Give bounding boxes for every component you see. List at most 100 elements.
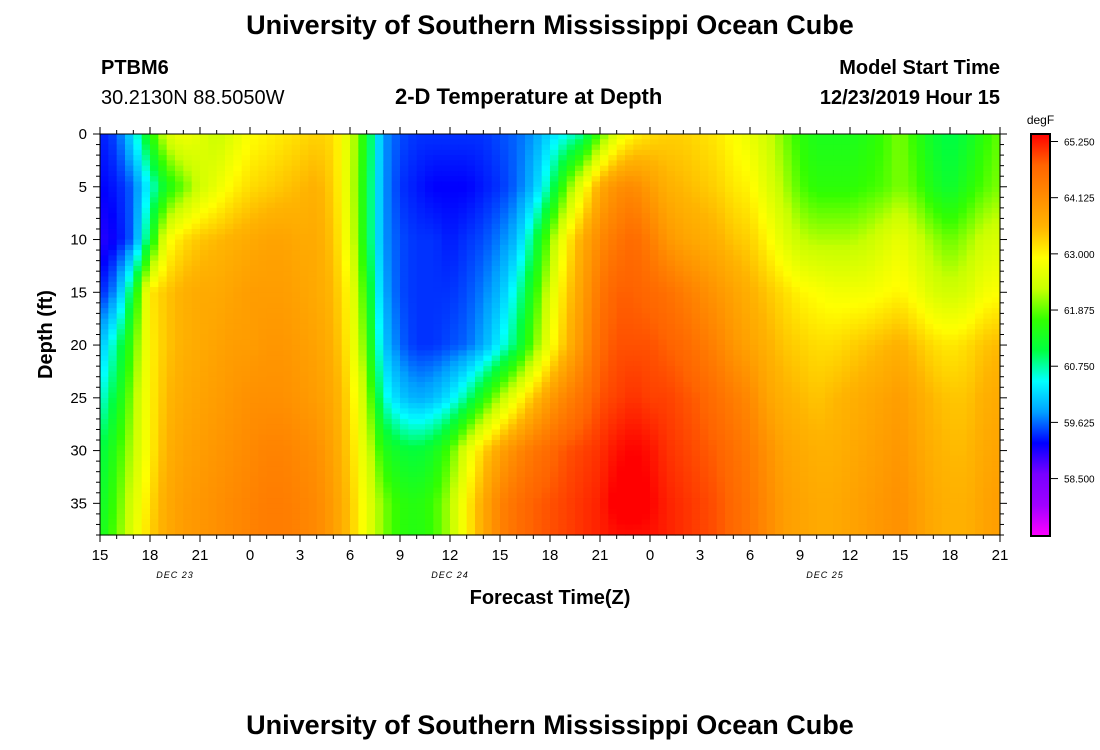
heatmap-cell (200, 260, 209, 267)
heatmap-cell (600, 134, 609, 140)
heatmap-cell (783, 339, 793, 346)
heatmap-cell (950, 260, 959, 267)
heatmap-cell (991, 202, 1001, 209)
heatmap-cell (225, 334, 234, 341)
heatmap-cell (941, 144, 951, 151)
heatmap-cell (825, 176, 834, 183)
heatmap-cell (566, 202, 576, 209)
heatmap-cell (175, 265, 184, 272)
heatmap-cell (525, 292, 534, 299)
heatmap-cell (416, 371, 426, 378)
heatmap-cell (641, 292, 651, 299)
heatmap-cell (516, 366, 526, 373)
heatmap-cell (525, 239, 534, 246)
heatmap-cell (508, 165, 518, 172)
heatmap-cell (291, 345, 301, 351)
heatmap-cell (408, 134, 418, 140)
heatmap-cell (325, 323, 334, 330)
heatmap-cell (166, 292, 176, 299)
heatmap-cell (783, 255, 793, 262)
heatmap-cell (466, 265, 476, 272)
heatmap-cell (466, 255, 476, 262)
heatmap-cell (316, 345, 326, 351)
heatmap-cell (516, 371, 526, 378)
heatmap-cell (691, 297, 701, 304)
heatmap-cell (683, 149, 693, 156)
heatmap-cell (166, 207, 176, 214)
heatmap-cell (366, 318, 376, 325)
heatmap-cell (183, 223, 193, 230)
heatmap-cell (975, 329, 984, 336)
heatmap-cell (258, 345, 268, 351)
heatmap-cell (600, 302, 609, 309)
heatmap-cell (741, 144, 751, 151)
heatmap-cell (758, 176, 768, 183)
heatmap-cell (350, 260, 359, 267)
heatmap-cell (925, 318, 934, 325)
heatmap-cell (433, 345, 443, 351)
heatmap-cell (500, 287, 509, 293)
heatmap-cell (800, 287, 809, 293)
heatmap-cell (958, 297, 968, 304)
heatmap-cell (533, 192, 543, 198)
heatmap-cell (725, 165, 734, 172)
heatmap-cell (258, 323, 268, 330)
heatmap-cell (425, 360, 434, 367)
heatmap-cell (366, 323, 376, 330)
heatmap-cell (716, 160, 726, 167)
heatmap-cell (275, 308, 284, 314)
heatmap-cell (641, 271, 651, 278)
heatmap-cell (758, 207, 768, 214)
heatmap-cell (508, 234, 518, 241)
heatmap-cell (675, 155, 684, 161)
heatmap-cell (225, 260, 234, 267)
heatmap-cell (800, 192, 809, 198)
heatmap-cell (350, 281, 359, 288)
heatmap-cell (133, 134, 143, 140)
heatmap-cell (491, 239, 501, 246)
heatmap-cell (558, 292, 568, 299)
heatmap-cell (108, 170, 118, 177)
heatmap-cell (141, 255, 151, 262)
heatmap-cell (475, 334, 484, 341)
heatmap-cell (825, 313, 834, 320)
heatmap-cell (233, 360, 243, 367)
heatmap-cell (266, 355, 276, 362)
heatmap-cell (316, 271, 326, 278)
heatmap-cell (650, 355, 659, 362)
heatmap-cell (650, 202, 659, 209)
heatmap-cell (800, 255, 809, 262)
heatmap-cell (933, 244, 943, 251)
heatmap-cell (566, 329, 576, 336)
heatmap-cell (475, 260, 484, 267)
heatmap-cell (200, 345, 209, 351)
heatmap-cell (658, 165, 668, 172)
heatmap-cell (658, 144, 668, 151)
heatmap-cell (291, 160, 301, 167)
heatmap-cell (300, 160, 309, 167)
heatmap-cell (625, 197, 634, 204)
heatmap-cell (258, 271, 268, 278)
heatmap-cell (341, 250, 351, 256)
heatmap-cell (225, 134, 234, 140)
heatmap-cell (775, 165, 784, 172)
heatmap-cell (108, 165, 118, 172)
heatmap-cell (941, 181, 951, 188)
heatmap-cell (466, 213, 476, 220)
heatmap-cell (591, 186, 601, 193)
heatmap-cell (650, 297, 659, 304)
heatmap-cell (966, 350, 976, 357)
heatmap-cell (483, 355, 493, 362)
heatmap-cell (150, 255, 159, 262)
heatmap-cell (500, 239, 509, 246)
heatmap-cell (666, 202, 676, 209)
heatmap-cell (416, 255, 426, 262)
heatmap-cell (150, 276, 159, 283)
heatmap-cell (958, 202, 968, 209)
heatmap-cell (400, 302, 409, 309)
heatmap-cell (216, 160, 226, 167)
heatmap-cell (666, 197, 676, 204)
heatmap-cell (525, 366, 534, 373)
heatmap-cell (125, 265, 134, 272)
heatmap-cell (658, 139, 668, 146)
